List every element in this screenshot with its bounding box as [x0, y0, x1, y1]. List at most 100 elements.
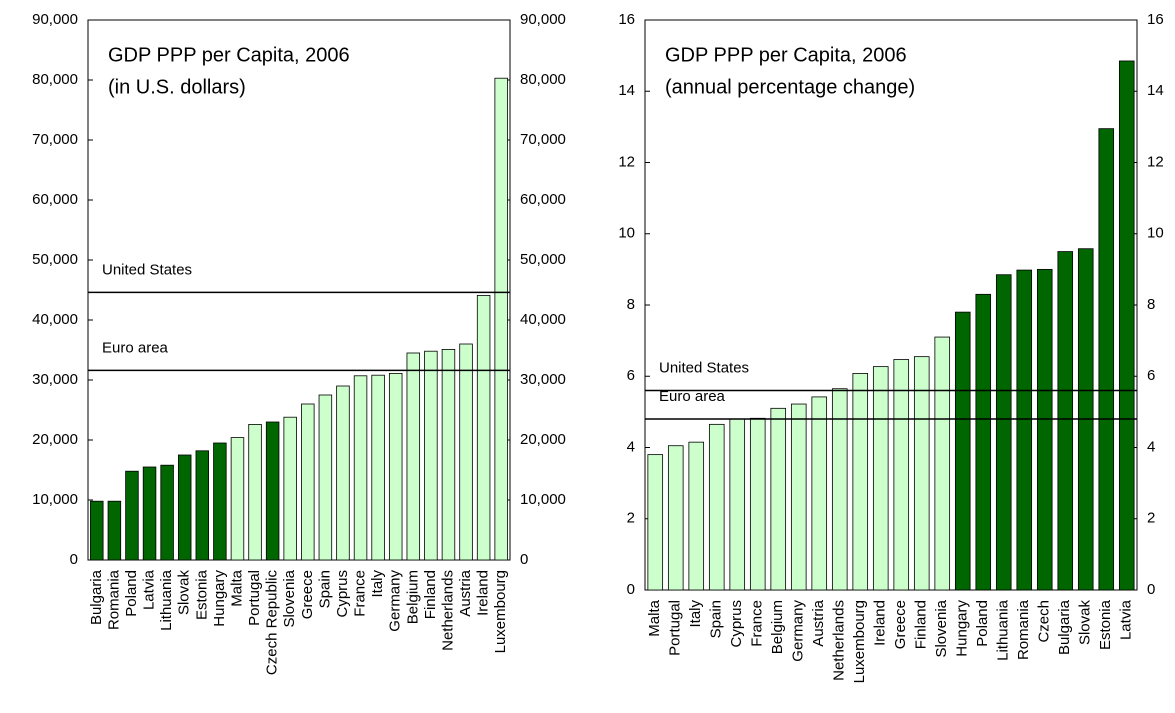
y2-tick-label: 10 — [1147, 225, 1164, 242]
y2-tick-label: 20,000 — [520, 431, 566, 448]
x-tick-label: Austria — [810, 599, 827, 646]
bar — [872, 366, 889, 591]
x-tick-label: Poland — [123, 570, 140, 617]
bar — [283, 416, 297, 561]
y-tick-label: 4 — [627, 438, 635, 455]
bar — [213, 442, 227, 561]
x-tick-label: Ireland — [872, 600, 889, 646]
reference-label: United States — [659, 359, 749, 376]
x-tick-label: Netherlands — [831, 600, 848, 681]
x-tick-label: Cyprus — [334, 570, 351, 618]
x-tick-label: Germany — [790, 600, 807, 662]
y-tick-label: 50,000 — [32, 251, 78, 268]
bar — [90, 500, 104, 561]
plot-frame — [87, 19, 511, 561]
y2-tick-label: 10,000 — [520, 491, 566, 508]
x-tick-label: Spain — [708, 600, 725, 638]
y-tick-label: 70,000 — [32, 131, 78, 148]
bar — [749, 417, 766, 591]
x-tick-label: Spain — [316, 570, 333, 608]
bar — [954, 311, 971, 591]
y-tick-label: 90,000 — [32, 11, 78, 28]
bar — [729, 418, 746, 591]
bar — [195, 450, 210, 561]
y-tick-label: 12 — [618, 153, 635, 170]
bar — [913, 356, 930, 591]
bar — [318, 394, 333, 561]
y2-tick-label: 16 — [1147, 11, 1164, 28]
bar — [893, 359, 910, 591]
bar — [424, 350, 438, 561]
x-tick-label: Lithuania — [158, 569, 175, 631]
y2-tick-label: 50,000 — [520, 251, 566, 268]
y2-tick-label: 80,000 — [520, 71, 566, 88]
x-tick-label: Romania — [1015, 599, 1032, 660]
x-tick-label: Finland — [422, 570, 439, 619]
x-tick-label: Greece — [892, 600, 909, 649]
x-tick-label: Italy — [687, 600, 704, 628]
y2-tick-label: 60,000 — [520, 191, 566, 208]
bar — [459, 343, 473, 561]
x-tick-label: Italy — [369, 570, 386, 598]
x-tick-label: Belgium — [769, 600, 786, 654]
y-tick-label: 20,000 — [32, 431, 78, 448]
bar — [177, 454, 192, 561]
reference-label: United States — [102, 261, 192, 278]
y-tick-label: 0 — [70, 551, 78, 568]
bar — [160, 464, 174, 561]
x-tick-label: Latvia — [141, 569, 158, 610]
x-tick-label: Finland — [913, 600, 930, 649]
bar — [811, 396, 828, 591]
x-tick-label: Slovenia — [281, 569, 298, 627]
panel: 0 10,000 20,000 30,000 40,000 50,000 60,000 70,… — [32, 11, 566, 675]
x-tick-label: Romania — [105, 569, 122, 630]
y2-tick-label: 0 — [520, 551, 528, 568]
y-tick-label: 14 — [618, 82, 635, 99]
y2-tick-label: 70,000 — [520, 131, 566, 148]
y-tick-label: 10 — [618, 225, 635, 242]
bar — [301, 403, 315, 561]
y-tick-label: 60,000 — [32, 191, 78, 208]
y2-tick-label: 0 — [1147, 581, 1155, 598]
bar — [1016, 269, 1033, 591]
y2-tick-label: 40,000 — [520, 311, 566, 328]
x-tick-label: Latvia — [1118, 599, 1135, 640]
bar — [406, 352, 421, 561]
bar — [667, 445, 684, 591]
x-tick-label: Bulgaria — [88, 569, 105, 625]
x-tick-label: Austria — [457, 569, 474, 616]
x-tick-label: Hungary — [211, 570, 228, 627]
y-tick-label: 40,000 — [32, 311, 78, 328]
y2-tick-label: 14 — [1147, 82, 1164, 99]
x-tick-label: Czech Republic — [264, 570, 281, 676]
y2-tick-label: 6 — [1147, 367, 1155, 384]
bar — [708, 423, 725, 591]
bar — [336, 385, 350, 561]
y-tick-label: 30,000 — [32, 371, 78, 388]
y2-tick-label: 90,000 — [520, 11, 566, 28]
y2-tick-label: 12 — [1147, 153, 1164, 170]
x-tick-label: Poland — [974, 600, 991, 647]
x-tick-label: Portugal — [246, 570, 263, 626]
bar — [476, 294, 491, 561]
x-tick-label: Ireland — [475, 570, 492, 616]
reference-label: Euro area — [102, 339, 169, 356]
bar — [852, 372, 869, 591]
x-tick-label: Czech — [1036, 600, 1053, 643]
x-tick-label: Luxembourg — [492, 570, 509, 653]
x-tick-label: Slovenia — [933, 599, 950, 657]
bar — [441, 348, 456, 561]
x-tick-label: Belgium — [404, 570, 421, 624]
bar — [688, 441, 705, 591]
y-tick-label: 80,000 — [32, 71, 78, 88]
y-tick-label: 8 — [627, 296, 635, 313]
x-tick-label: France — [352, 570, 369, 617]
x-tick-label: Estonia — [193, 569, 210, 620]
bar — [1036, 268, 1053, 591]
y-tick-label: 10,000 — [32, 491, 78, 508]
chart-title: GDP PPP per Capita, 2006 — [665, 44, 907, 66]
bar — [790, 403, 807, 591]
bar — [831, 388, 848, 591]
